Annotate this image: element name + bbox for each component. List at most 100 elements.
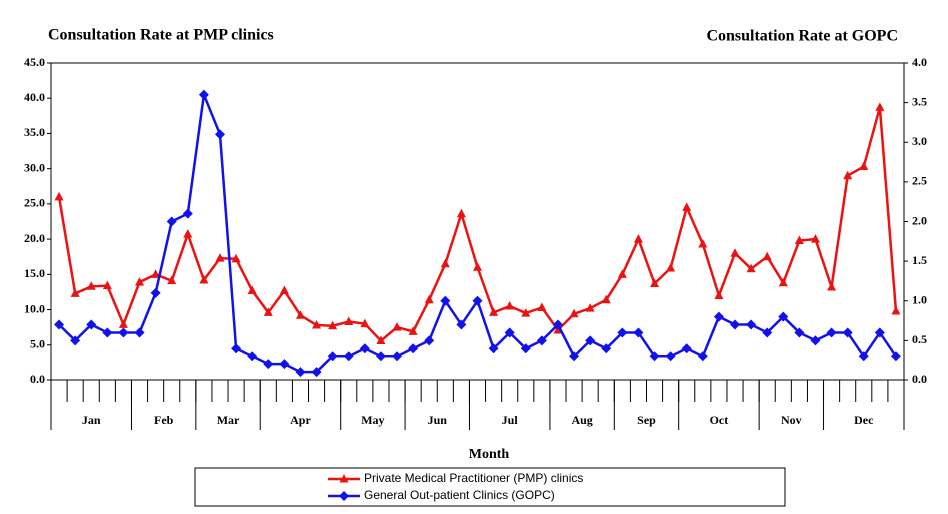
point <box>617 327 628 338</box>
y-tick-label: 45.0 <box>24 55 45 69</box>
legend-label: General Out-patient Clinics (GOPC) <box>364 488 555 502</box>
x-tick-label: Apr <box>290 413 311 427</box>
point <box>263 307 273 316</box>
point <box>86 281 96 290</box>
point <box>585 303 595 312</box>
point <box>167 275 177 285</box>
y2-tick-label: 4.0 <box>912 55 927 69</box>
point <box>279 359 290 370</box>
point <box>650 278 660 287</box>
y2-tick-label: 0.0 <box>912 372 927 386</box>
point <box>70 335 81 346</box>
point <box>376 335 386 345</box>
point <box>247 285 257 295</box>
point <box>762 327 773 338</box>
point <box>890 351 901 362</box>
point <box>681 343 692 354</box>
point <box>746 263 756 273</box>
legend-box <box>194 467 786 507</box>
point <box>134 327 145 338</box>
point <box>231 343 242 354</box>
point <box>343 351 354 362</box>
point <box>649 351 660 362</box>
point <box>472 295 483 306</box>
point <box>730 248 740 257</box>
y-tick-label: 10.0 <box>24 301 45 315</box>
point <box>794 327 805 338</box>
point <box>183 229 193 238</box>
legend-marker <box>339 474 349 483</box>
point <box>697 351 708 362</box>
point <box>118 319 128 328</box>
point <box>488 343 499 354</box>
point <box>456 208 466 218</box>
point <box>617 269 627 278</box>
point <box>295 367 306 378</box>
point <box>456 319 467 330</box>
x-tick-label: Nov <box>781 413 802 427</box>
point <box>392 322 402 331</box>
legend-label: Private Medical Practitioner (PMP) clini… <box>364 471 583 485</box>
point <box>135 277 145 286</box>
chart-title-right: Consultation Rate at GOPC <box>706 28 898 45</box>
point <box>810 335 821 346</box>
point <box>794 235 804 245</box>
point <box>102 280 112 290</box>
point <box>585 335 596 346</box>
series-line <box>58 89 897 374</box>
y-tick-label: 5.0 <box>30 337 45 351</box>
chart-title: Consultation Rate at PMP clinics <box>48 27 274 44</box>
point <box>827 282 837 291</box>
point <box>86 319 97 330</box>
point <box>552 319 563 330</box>
point <box>537 302 547 311</box>
point <box>665 351 676 362</box>
point <box>874 327 885 338</box>
y-tick-label: 20.0 <box>24 231 45 245</box>
point <box>150 287 161 298</box>
point <box>536 335 547 346</box>
point <box>569 308 579 318</box>
point <box>199 274 209 284</box>
y-tick-label: 40.0 <box>24 90 45 104</box>
y2-tick-label: 3.0 <box>912 134 927 148</box>
y2-tick-label: 3.5 <box>912 94 927 108</box>
point <box>214 129 225 140</box>
point <box>440 295 451 306</box>
y2-tick-label: 2.5 <box>912 174 927 188</box>
y2-tick-label: 0.5 <box>912 332 927 346</box>
x-tick-label: Mar <box>217 413 240 427</box>
point <box>504 327 515 338</box>
point <box>54 319 65 330</box>
point <box>392 351 403 362</box>
y-tick-label: 30.0 <box>24 160 45 174</box>
point <box>489 307 499 316</box>
point <box>520 343 531 354</box>
point <box>569 351 580 362</box>
point <box>891 305 901 315</box>
point <box>713 311 724 322</box>
point <box>762 251 772 261</box>
point <box>633 234 643 243</box>
point <box>247 351 258 362</box>
point <box>682 202 692 211</box>
point <box>182 208 193 219</box>
point <box>875 102 885 111</box>
point <box>54 191 64 201</box>
point <box>633 327 644 338</box>
point <box>505 301 515 310</box>
point <box>746 319 757 330</box>
point <box>842 327 853 338</box>
point <box>166 216 177 227</box>
point <box>859 161 869 171</box>
point <box>328 320 338 330</box>
y-tick-label: 0.0 <box>30 372 45 386</box>
point <box>408 343 419 354</box>
point <box>231 253 241 263</box>
point <box>70 288 80 297</box>
x-tick-label: Feb <box>154 413 174 427</box>
y-tick-label: 35.0 <box>24 125 45 139</box>
plot-frame <box>50 62 905 381</box>
x-tick-label: Sep <box>637 413 656 427</box>
